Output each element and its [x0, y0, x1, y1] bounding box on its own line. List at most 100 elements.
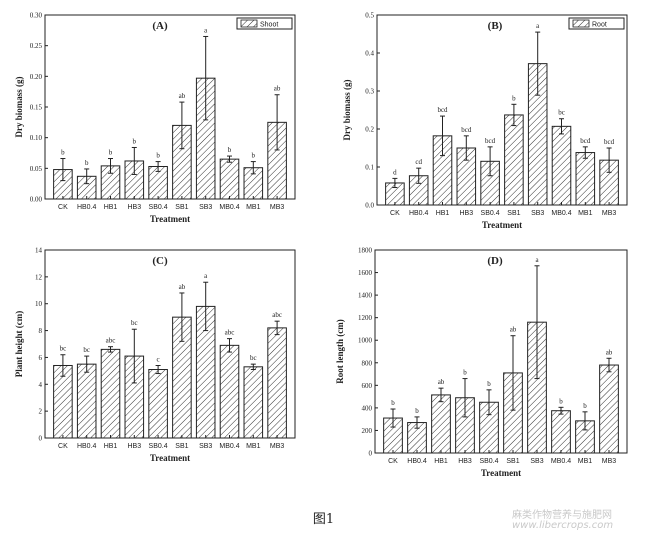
category-label: HB1 — [104, 443, 118, 450]
figure-caption: 图1 — [312, 512, 335, 527]
significance-letter: bc — [250, 354, 257, 362]
category-label: MB0.4 — [219, 443, 239, 450]
bar — [551, 125, 572, 206]
significance-letter: ab — [179, 92, 186, 100]
panel-title: (D) — [487, 255, 503, 267]
category-label: SB1 — [506, 458, 519, 465]
y-tick-label: 10 — [35, 300, 43, 308]
category-label: SB3 — [199, 443, 212, 450]
significance-letter: b — [391, 399, 395, 407]
legend-box — [568, 17, 625, 30]
significance-letter: bcd — [580, 137, 591, 145]
category-label: HB3 — [459, 210, 473, 217]
significance-letter: b — [512, 94, 516, 102]
legend-swatch — [240, 19, 258, 28]
plot-frame — [376, 14, 628, 206]
y-tick-label: 0 — [369, 450, 373, 458]
y-tick-label: 200 — [362, 427, 373, 435]
category-label: HB0.4 — [77, 443, 97, 450]
y-tick-label: 14 — [35, 247, 43, 255]
y-tick-label: 600 — [362, 382, 373, 390]
significance-letter: a — [536, 22, 540, 30]
bar — [599, 364, 619, 454]
y-tick-label: 800 — [362, 359, 373, 367]
legend-swatch — [572, 19, 590, 28]
significance-letter: d — [393, 168, 397, 176]
category-label: SB0.4 — [149, 204, 168, 211]
significance-letter: b — [109, 149, 113, 157]
significance-letter: abc — [272, 311, 282, 319]
y-tick-label: 6 — [39, 354, 43, 362]
category-label: MB3 — [270, 204, 285, 211]
watermark-url: www.libercrops.com — [512, 520, 614, 531]
significance-letter: b — [463, 369, 467, 377]
category-label: SB3 — [531, 210, 544, 217]
category-label: MB1 — [578, 458, 593, 465]
significance-letter: b — [156, 152, 160, 160]
category-label: SB3 — [530, 458, 543, 465]
category-label: MB1 — [578, 210, 593, 217]
category-label: CK — [390, 210, 400, 217]
x-axis-label: Treatment — [150, 214, 190, 224]
legend-box — [236, 17, 293, 30]
significance-letter: bc — [558, 109, 565, 117]
y-tick-label: 0.4 — [365, 50, 374, 58]
category-label: HB3 — [458, 458, 472, 465]
y-tick-label: 0.30 — [30, 12, 43, 20]
category-label: MB3 — [602, 458, 617, 465]
y-axis-label: Root length (cm) — [335, 319, 345, 384]
category-label: MB3 — [602, 210, 617, 217]
y-axis-label: Dry biomass (g) — [342, 80, 352, 141]
y-tick-label: 12 — [35, 273, 43, 281]
significance-letter: ab — [179, 283, 186, 291]
bar — [431, 394, 451, 454]
category-label: CK — [388, 458, 398, 465]
y-tick-label: 1200 — [358, 314, 373, 322]
significance-letter: c — [157, 355, 160, 363]
bar — [267, 327, 287, 439]
significance-letter: b — [559, 397, 563, 405]
category-label: MB0.4 — [551, 458, 571, 465]
category-label: SB0.4 — [149, 443, 168, 450]
y-tick-label: 0.05 — [30, 165, 43, 173]
y-tick-label: 0 — [39, 435, 43, 443]
significance-letter: ab — [438, 378, 445, 386]
significance-letter: b — [61, 149, 65, 157]
y-tick-label: 2 — [39, 408, 43, 416]
category-label: HB3 — [127, 443, 141, 450]
y-tick-label: 400 — [362, 404, 373, 412]
category-label: CK — [58, 443, 68, 450]
significance-letter: b — [252, 152, 256, 160]
chart-panel-b: 0.0 0.1 0.2 0.3 0.4 0.5 d CK cd HB0.4 bcd HB1 bcd HB3… — [342, 12, 628, 230]
x-axis-label: Treatment — [482, 220, 522, 230]
significance-letter: a — [535, 256, 539, 264]
category-label: MB0.4 — [551, 210, 571, 217]
chart-panel-c: 02468101214bcCKbcHB0.4abcHB1bcHB3cSB0.4a… — [14, 247, 296, 463]
bar — [219, 344, 240, 439]
y-tick-label: 8 — [39, 327, 43, 335]
significance-letter: ab — [510, 326, 517, 334]
bar — [551, 410, 571, 454]
y-axis-label: Plant height (cm) — [14, 311, 24, 378]
legend-label: Root — [592, 22, 607, 29]
y-tick-label: 0.3 — [365, 88, 374, 96]
y-axis-label: Dry biomass (g) — [14, 77, 24, 138]
category-label: HB1 — [104, 204, 118, 211]
significance-letter: bcd — [604, 138, 615, 146]
y-tick-label: 0.5 — [365, 12, 374, 20]
category-label: CK — [58, 204, 68, 211]
bar — [504, 114, 524, 206]
category-label: HB0.4 — [409, 210, 429, 217]
significance-letter: cd — [415, 158, 422, 166]
y-tick-label: 0.20 — [30, 73, 43, 81]
significance-letter: b — [133, 137, 137, 145]
significance-letter: ab — [274, 85, 281, 93]
significance-letter: b — [583, 402, 587, 410]
chart-panel-d: 0 200 400 600 800 1000 1200 1400 1600 1800 b CK b HB0… — [335, 247, 628, 478]
category-label: SB0.4 — [481, 210, 500, 217]
y-tick-label: 0.10 — [30, 134, 43, 142]
category-label: HB3 — [127, 204, 141, 211]
category-label: SB0.4 — [479, 458, 498, 465]
y-tick-label: 1400 — [358, 292, 373, 300]
